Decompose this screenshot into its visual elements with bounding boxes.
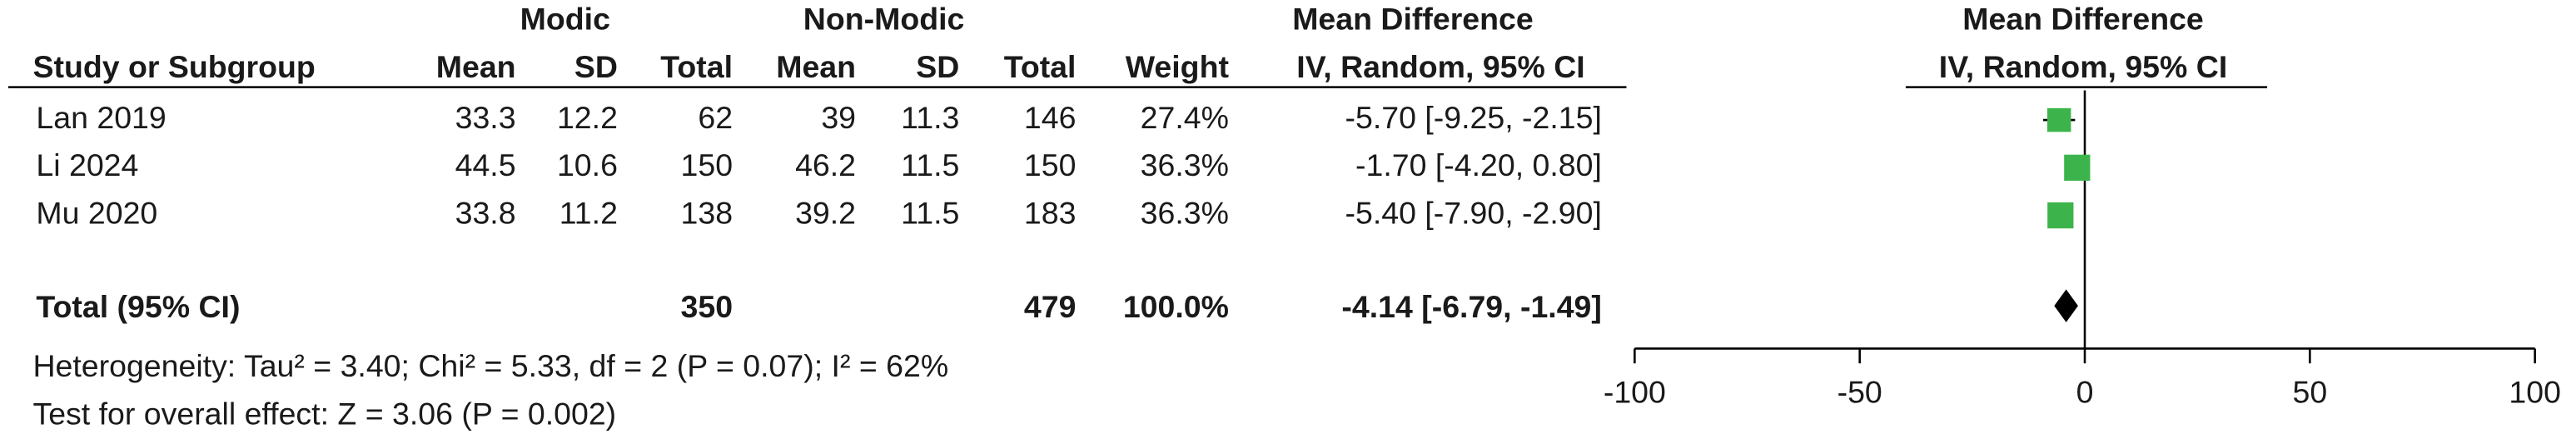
column-header: Total xyxy=(1004,49,1077,84)
overall-effect: Test for overall effect: Z = 3.06 (P = 0… xyxy=(32,396,616,431)
total-n: 479 xyxy=(1024,289,1077,324)
study-value: 146 xyxy=(1024,100,1077,135)
study-ci: -5.40 [-7.90, -2.90] xyxy=(1345,195,1602,230)
study-ci: -5.70 [-9.25, -2.15] xyxy=(1345,100,1602,135)
study-ci: -1.70 [-4.20, 0.80] xyxy=(1355,147,1602,182)
column-header: Mean xyxy=(776,49,856,84)
study-value: 11.2 xyxy=(559,195,618,230)
study-value: 39 xyxy=(821,100,856,135)
x-tick-label: -50 xyxy=(1838,375,1882,410)
column-header: Total xyxy=(660,49,733,84)
study-name: Lan 2019 xyxy=(36,100,166,135)
plot-subheader: IV, Random, 95% CI xyxy=(1939,49,2227,84)
effect-header: Mean Difference xyxy=(1292,2,1534,37)
total-ci: -4.14 [-6.79, -1.49] xyxy=(1341,289,1601,324)
effect-subheader: IV, Random, 95% CI xyxy=(1296,49,1584,84)
plot-header: Mean Difference xyxy=(1962,2,2204,37)
column-header: SD xyxy=(574,49,618,84)
study-value: 44.5 xyxy=(455,147,516,182)
study-weight: 36.3% xyxy=(1141,195,1229,230)
study-name: Li 2024 xyxy=(36,147,138,182)
study-value: 11.5 xyxy=(901,195,959,230)
x-tick-label: 50 xyxy=(2292,375,2327,410)
total-n: 350 xyxy=(681,289,734,324)
study-value: 46.2 xyxy=(795,147,856,182)
study-value: 183 xyxy=(1024,195,1077,230)
effect-square xyxy=(2046,107,2071,132)
study-name: Mu 2020 xyxy=(36,195,157,230)
effect-square xyxy=(2047,202,2074,229)
study-value: 12.2 xyxy=(557,100,618,135)
study-value: 150 xyxy=(1024,147,1077,182)
group-header: Modic xyxy=(520,2,610,37)
study-value: 11.5 xyxy=(901,147,959,182)
total-weight: 100.0% xyxy=(1123,289,1229,324)
study-weight: 36.3% xyxy=(1141,147,1229,182)
effect-square xyxy=(2064,154,2091,181)
study-value: 33.8 xyxy=(455,195,516,230)
study-value: 33.3 xyxy=(455,100,516,135)
study-weight: 27.4% xyxy=(1141,100,1229,135)
x-tick-label: 100 xyxy=(2509,375,2561,410)
study-value: 62 xyxy=(698,100,733,135)
total-name: Total (95% CI) xyxy=(36,289,240,324)
group-header: Non-Modic xyxy=(803,2,965,37)
column-header: Weight xyxy=(1126,49,1230,84)
column-header: Study or Subgroup xyxy=(32,49,315,84)
x-tick-label: -100 xyxy=(1604,375,1666,410)
study-value: 10.6 xyxy=(557,147,618,182)
column-header: Mean xyxy=(436,49,516,84)
column-header: SD xyxy=(916,49,959,84)
study-value: 150 xyxy=(681,147,734,182)
study-value: 39.2 xyxy=(795,195,856,230)
summary-diamond xyxy=(2054,289,2078,322)
study-value: 11.3 xyxy=(901,100,959,135)
heterogeneity: Heterogeneity: Tau² = 3.40; Chi² = 5.33,… xyxy=(32,348,948,383)
study-value: 138 xyxy=(681,195,734,230)
x-tick-label: 0 xyxy=(2076,375,2094,410)
